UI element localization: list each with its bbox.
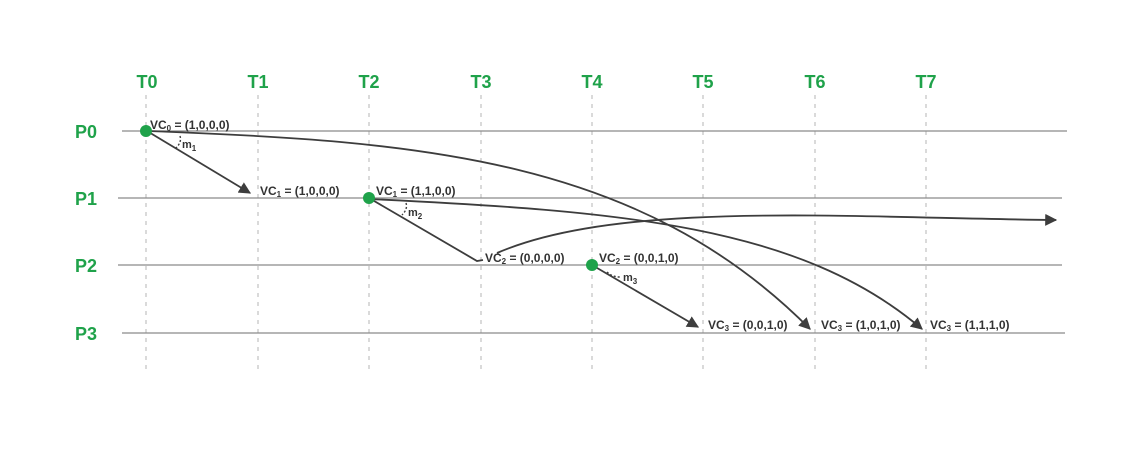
arrow-p1-to-p3 [368,198,923,330]
arrow-p2-outgoing [496,213,1058,254]
time-gridlines [145,95,927,370]
process-label-p1: P1 [75,189,97,209]
vc-label-p3-t5: VC3 = (0,0,1,0) [708,318,788,333]
vc-label-p1-t2: VC1 = (1,1,0,0) [376,184,456,199]
message-labels: m1 m2 m3 [182,139,638,286]
process-label-p2: P2 [75,256,97,276]
time-label-t6: T6 [804,72,825,92]
vc-label-p3-t6: VC3 = (1,0,1,0) [821,318,901,333]
process-label-p0: P0 [75,122,97,142]
message-label-m1: m1 [182,139,197,153]
vc-label-p2-t3: VC2 = (0,0,0,0) [485,251,565,266]
arrow-p2-to-p3 [591,264,700,328]
time-label-t4: T4 [581,72,602,92]
time-label-t5: T5 [692,72,713,92]
angle-tick-m1 [175,135,182,149]
arrow-p1-to-p2 [368,197,484,262]
message-label-m2: m2 [408,207,423,221]
event-dot-p0-t0 [140,125,152,137]
arrow-p0-to-p1 [146,130,252,194]
event-dot-p1-t2 [363,192,375,204]
time-label-t0: T0 [136,72,157,92]
vector-clock-labels: VC0 = (1,0,0,0) VC1 = (1,0,0,0) VC1 = (1… [150,118,1010,333]
vc-label-p1-t1: VC1 = (1,0,0,0) [260,184,340,199]
vc-label-p3-t7: VC3 = (1,1,1,0) [930,318,1010,333]
angle-tick-m2 [401,202,408,216]
vc-label-p2-t4: VC2 = (0,0,1,0) [599,251,679,266]
time-labels: T0 T1 T2 T3 T4 T5 T6 T7 [136,72,936,92]
time-label-t1: T1 [247,72,268,92]
arrow-p0-to-p3 [146,130,811,330]
angle-tick-m3 [606,271,621,278]
process-labels: P0 P1 P2 P3 [75,122,97,344]
time-label-t2: T2 [358,72,379,92]
time-label-t7: T7 [915,72,936,92]
message-label-m3: m3 [623,272,638,286]
process-label-p3: P3 [75,324,97,344]
vc-label-p0-t0: VC0 = (1,0,0,0) [150,118,230,133]
event-dots [140,125,598,271]
event-dot-p2-t4 [586,259,598,271]
message-angle-ticks [175,135,621,278]
time-label-t3: T3 [470,72,491,92]
message-arrows [146,130,1058,330]
